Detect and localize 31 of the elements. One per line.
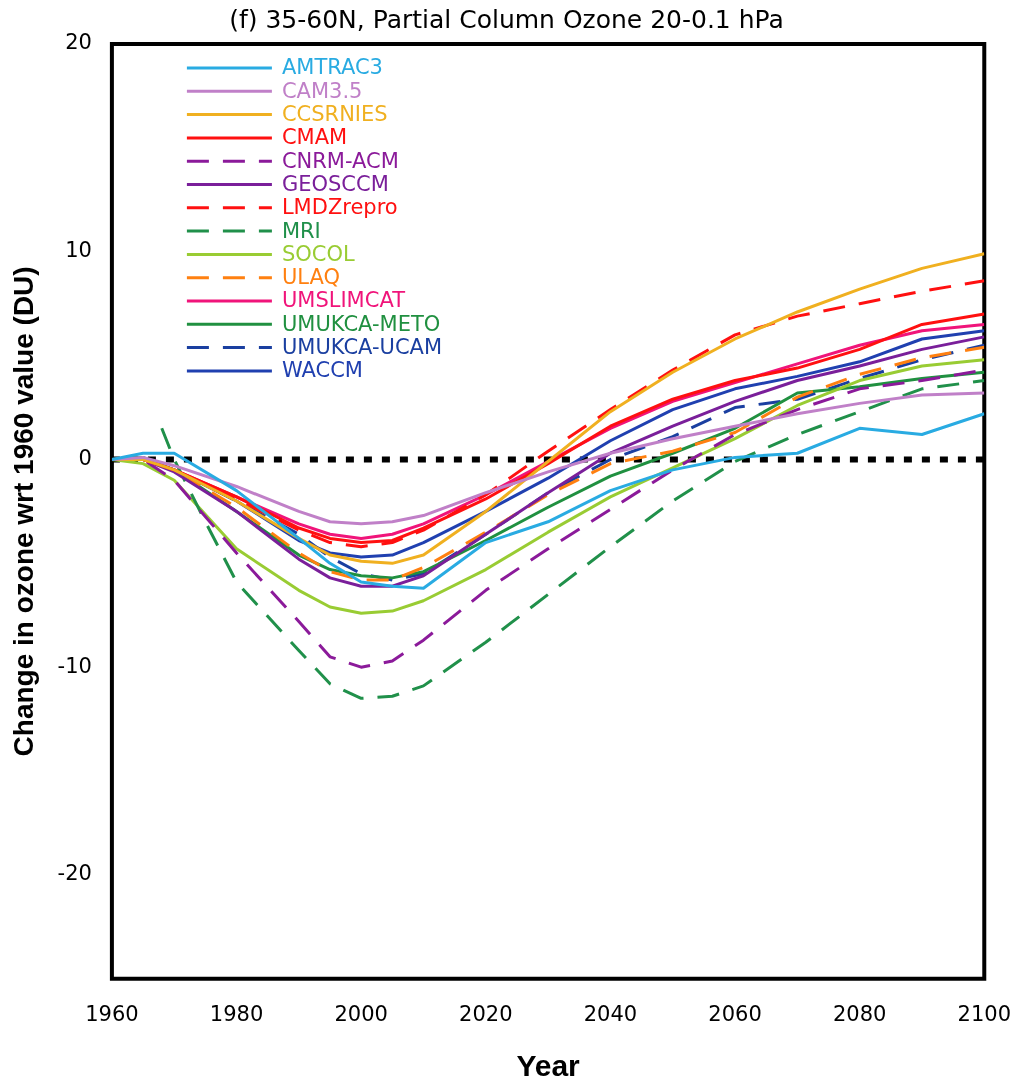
legend-label: SOCOL — [281, 241, 355, 266]
legend-label: LMDZrepro — [281, 195, 398, 220]
y-tick-label: -20 — [57, 861, 92, 886]
legend-label: CCSRNIES — [281, 102, 388, 127]
y-tick-label: 20 — [65, 30, 92, 55]
legend-label: CMAM — [281, 125, 348, 150]
line-series — [160, 379, 985, 700]
chart-title: (f) 35-60N, Partial Column Ozone 20-0.1 hPa — [229, 4, 784, 34]
x-axis-title: Year — [516, 1049, 581, 1083]
x-tick-label: 2020 — [459, 1001, 513, 1026]
legend-label: CAM3.5 — [281, 78, 363, 103]
x-tick-label: 2080 — [832, 1001, 887, 1026]
y-axis-title: Change in ozone wrt 1960 value (DU) — [7, 266, 39, 757]
x-tick-label: 2060 — [708, 1001, 762, 1026]
legend-label: UMUKCA-UCAM — [281, 335, 443, 360]
legend-label: AMTRAC3 — [281, 55, 383, 80]
x-tick-label: 1960 — [85, 1001, 139, 1026]
y-tick-label: 0 — [78, 445, 92, 470]
x-tick-label: 2040 — [583, 1001, 638, 1026]
y-tick-label: 10 — [65, 238, 92, 263]
legend-label: MRI — [281, 218, 321, 243]
legend-label: UMUKCA-METO — [281, 311, 441, 336]
x-tick-label: 1980 — [209, 1001, 264, 1026]
legend-label: GEOSCCM — [281, 171, 389, 196]
legend-label: CNRM-ACM — [281, 148, 399, 173]
legend-label: ULAQ — [281, 265, 340, 290]
y-tick-label: -10 — [57, 653, 92, 678]
x-tick-label: 2100 — [957, 1001, 1011, 1026]
legend-label: UMSLIMCAT — [281, 288, 406, 313]
legend-label: WACCM — [281, 358, 363, 383]
x-tick-label: 2000 — [334, 1001, 388, 1026]
